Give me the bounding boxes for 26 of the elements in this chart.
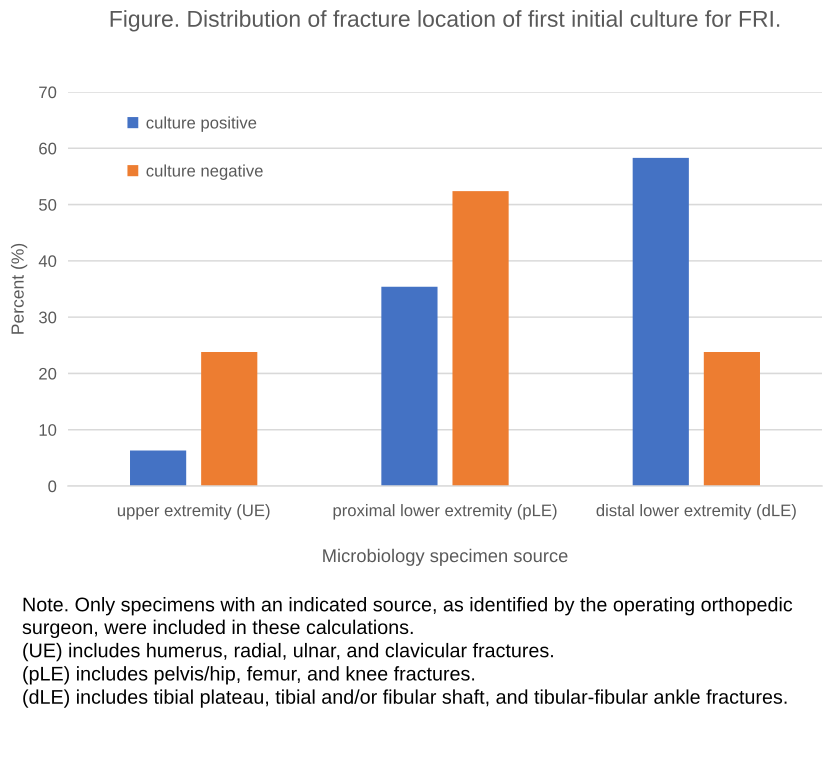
- y-tick-label: 70: [39, 86, 56, 98]
- x-tick-label: proximal lower extremity (pLE): [334, 504, 556, 520]
- text: Note. Only specimens with an indicated source, as identified by the operating orthopedic surgeon, were included in these calculations.: [22, 597, 792, 638]
- bar: [452, 191, 509, 486]
- x-tick-label: distal lower extremity (dLE): [596, 504, 796, 520]
- y-tick-label: 30: [38, 312, 56, 324]
- y-tick-label: 60: [39, 142, 56, 154]
- y-tick-label: 20: [39, 368, 56, 380]
- bar: [632, 158, 689, 486]
- y-tick-label: 0: [48, 480, 56, 492]
- x-axis-title: Microbiology specimen source: [323, 548, 568, 566]
- legend-label: culture positive: [146, 116, 256, 132]
- bar: [130, 450, 186, 486]
- y-tick-label: 40: [38, 255, 56, 268]
- legend-label: culture negative: [146, 164, 263, 180]
- text: (dLE) includes tibial plateau, tibial and/or fibular shaft, and tibular-fibular ankle fractures.: [23, 689, 786, 708]
- y-tick-label: 50: [39, 198, 56, 211]
- bar: [381, 286, 438, 486]
- y-axis-title: Percent (%): [10, 244, 28, 334]
- text: (pLE) includes pelvis/hip, femur, and knee fractures.: [23, 666, 474, 685]
- bar: [704, 352, 760, 486]
- y-tick-label: 10: [40, 424, 56, 436]
- bar: [201, 352, 258, 486]
- text: (UE) includes humerus, radial, ulnar, and clavicular fractures.: [23, 642, 553, 662]
- x-tick-label: upper extremity (UE): [118, 504, 270, 520]
- chart-title: Figure. Distribution of fracture location of first initial culture for FRI.: [110, 10, 780, 32]
